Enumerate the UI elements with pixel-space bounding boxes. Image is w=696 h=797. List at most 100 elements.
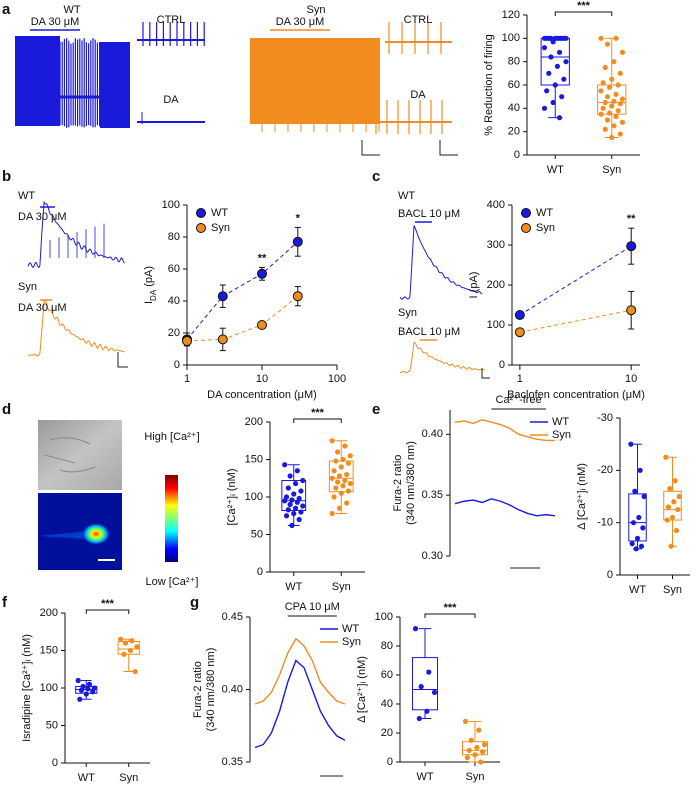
- data-point: [300, 503, 306, 509]
- data-point: [548, 54, 554, 60]
- data-point: [617, 70, 623, 76]
- trace-line: [399, 341, 485, 374]
- data-point: [604, 94, 611, 100]
- series-line: [186, 295, 299, 342]
- y-tick-label: -20: [597, 464, 613, 476]
- data-point: [331, 494, 337, 500]
- brightfield-image: [38, 420, 122, 490]
- data-point: [257, 320, 267, 330]
- data-point: [615, 108, 621, 114]
- drug-label: DA 30 μM: [18, 211, 67, 223]
- y-tick-label: 150: [40, 644, 58, 656]
- data-point: [329, 438, 335, 444]
- y-tick-label: 50: [251, 528, 263, 540]
- data-point: [298, 488, 304, 494]
- trace-block: [250, 38, 380, 124]
- series-line: [254, 637, 346, 705]
- x-tick-label: 1: [184, 373, 190, 385]
- y-axis-label: Fura-2 ratio: [192, 661, 204, 718]
- x-tick-label: Syn: [332, 581, 351, 593]
- x-axis-label: Baclofen concentration (μM): [507, 389, 645, 401]
- data-point: [424, 708, 430, 714]
- y-tick-label: 300: [487, 239, 505, 251]
- data-point: [672, 478, 678, 484]
- significance-label: ***: [311, 407, 325, 419]
- data-point: [472, 752, 478, 758]
- trace-group: [15, 22, 540, 777]
- data-point: [132, 668, 138, 675]
- significance-label: ***: [577, 0, 591, 12]
- data-point: [550, 99, 556, 106]
- data-point: [338, 490, 344, 496]
- legend-marker: [196, 223, 206, 233]
- x-tick-label: Syn: [602, 164, 621, 176]
- legend-label: Syn: [552, 429, 571, 441]
- trace-label: Syn: [307, 4, 326, 16]
- data-point: [675, 506, 681, 513]
- data-point: [418, 684, 424, 690]
- data-point: [217, 291, 228, 302]
- data-point: [609, 134, 615, 141]
- data-point: [344, 471, 350, 478]
- y-tick-label: 0: [499, 359, 505, 371]
- data-point: [78, 687, 85, 693]
- data-point: [291, 491, 297, 497]
- data-point: [598, 88, 604, 94]
- data-point: [638, 543, 645, 549]
- data-point: [426, 669, 432, 675]
- y-axis-label: (340 nm/380 nm): [405, 441, 417, 525]
- data-point: [559, 35, 565, 41]
- x-axis-label: DA concentration (μM): [207, 389, 317, 401]
- data-point: [544, 35, 550, 41]
- y-tick-label: 0.35: [222, 756, 243, 768]
- data-point: [333, 458, 339, 464]
- x-tick-label: 10: [625, 373, 637, 385]
- y-tick-label: 150: [245, 453, 263, 465]
- data-point: [514, 327, 525, 338]
- data-point: [629, 541, 635, 547]
- box: [412, 657, 438, 711]
- y-axis-label: Δ [Ca²⁺]ᵢ (nM): [576, 463, 588, 530]
- data-point: [663, 454, 669, 460]
- data-point: [333, 485, 339, 491]
- y-tick-label: 0.45: [222, 611, 243, 623]
- data-point: [556, 115, 563, 121]
- data-point: [636, 514, 642, 521]
- panel-label: f: [2, 594, 8, 611]
- y-tick-label: 0.40: [422, 428, 443, 440]
- box: [628, 493, 647, 542]
- panel-label: b: [2, 168, 11, 185]
- data-point: [431, 689, 438, 696]
- data-point: [296, 516, 302, 523]
- series-line: [454, 418, 555, 442]
- colorbar-label: High [Ca²⁺]: [144, 431, 199, 443]
- data-point: [347, 453, 353, 459]
- series-line: [254, 659, 346, 749]
- data-point: [667, 486, 673, 492]
- data-point: [637, 467, 643, 473]
- data-point: [611, 123, 617, 129]
- data-point: [617, 101, 623, 107]
- significance-label: *: [296, 212, 301, 224]
- y-tick-label: 40: [508, 102, 520, 114]
- data-point: [335, 479, 341, 485]
- y-tick-label: 20: [168, 327, 180, 339]
- data-point: [640, 525, 646, 531]
- x-tick-label: WT: [629, 584, 646, 596]
- data-point: [342, 443, 348, 449]
- y-tick-label: 100: [375, 611, 393, 623]
- data-point: [607, 84, 613, 90]
- data-point: [464, 755, 470, 761]
- y-tick-label: 100: [487, 319, 505, 331]
- data-point: [466, 747, 472, 754]
- data-point: [289, 497, 295, 503]
- legend-label: WT: [536, 207, 553, 219]
- y-axis-label: Fura-2 ratio: [392, 455, 404, 512]
- y-axis-label-part: (pA): [143, 266, 155, 290]
- drug-label: DA 30 μM: [31, 16, 80, 28]
- data-point: [347, 480, 353, 487]
- y-tick-label: 100: [245, 491, 263, 503]
- data-point: [561, 76, 567, 82]
- series-line: [519, 245, 632, 316]
- y-tick-label: 60: [381, 669, 393, 681]
